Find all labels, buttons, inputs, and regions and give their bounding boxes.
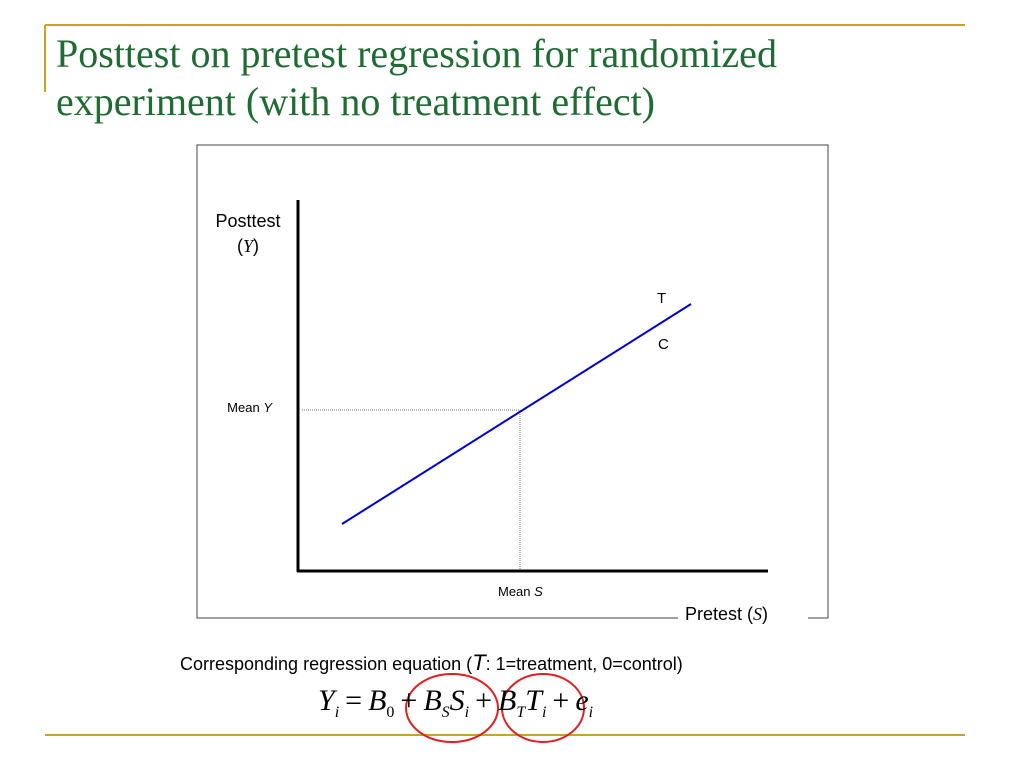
caption-prefix: Corresponding regression equation ( <box>180 654 473 674</box>
eq-equals: = <box>345 684 363 717</box>
eq-t: T <box>525 684 542 717</box>
mean-y-label: Mean Y <box>227 400 272 415</box>
highlight-circle-bs <box>405 673 499 743</box>
eq-lhs-sub: i <box>334 704 340 721</box>
mean-y-text: Mean <box>227 400 260 415</box>
y-axis-var: (Y) <box>236 236 259 256</box>
eq-b0-sub: 0 <box>386 704 395 721</box>
treatment-line-label: T <box>657 290 667 307</box>
eq-plus-3: + <box>552 684 570 717</box>
eq-s-sub: i <box>464 704 470 721</box>
slide-title-line-2: experiment (with no treatment effect) <box>56 79 656 124</box>
mean-s-text: Mean <box>498 584 531 599</box>
slide-title: Posttest on pretest regression for rando… <box>56 30 986 126</box>
eq-e-sub: i <box>588 704 594 721</box>
caption-suffix: : 1=treatment, 0=control) <box>485 654 683 674</box>
control-line-label: C <box>658 336 669 353</box>
mean-s-label: Mean S <box>498 584 543 599</box>
y-axis-title: Posttest <box>215 211 281 231</box>
y-axis-var-symbol: Y <box>242 236 253 256</box>
highlight-circle-bt <box>501 673 585 743</box>
y-axis-label: Posttest (Y) <box>200 209 296 259</box>
eq-plus-2: + <box>475 684 493 717</box>
eq-bs: B <box>423 684 442 717</box>
regression-line <box>341 303 692 525</box>
regression-equation: Yi = B0 + BSSi + BTTi + ei <box>318 684 593 722</box>
eq-e: e <box>575 684 589 717</box>
eq-t-sub: i <box>541 704 547 721</box>
diagram-frame <box>196 144 829 619</box>
eq-s: S <box>449 684 465 717</box>
eq-plus-1: + <box>400 684 418 717</box>
eq-bs-sub: S <box>441 704 450 721</box>
x-axis-label: Pretest (S) <box>685 604 769 624</box>
eq-bt: B <box>498 684 517 717</box>
x-axis-title: Pretest <box>685 604 743 624</box>
slide-title-line-1: Posttest on pretest regression for rando… <box>56 31 777 76</box>
x-axis-var-symbol: S <box>753 604 763 624</box>
caption-var: T <box>472 650 486 675</box>
mean-y-var: Y <box>263 400 272 415</box>
eq-lhs: Y <box>318 684 335 717</box>
mean-s-var: S <box>534 584 543 599</box>
eq-b0: B <box>368 684 387 717</box>
equation-caption: Corresponding regression equation (T: 1=… <box>180 650 683 676</box>
eq-bt-sub: T <box>516 704 526 721</box>
